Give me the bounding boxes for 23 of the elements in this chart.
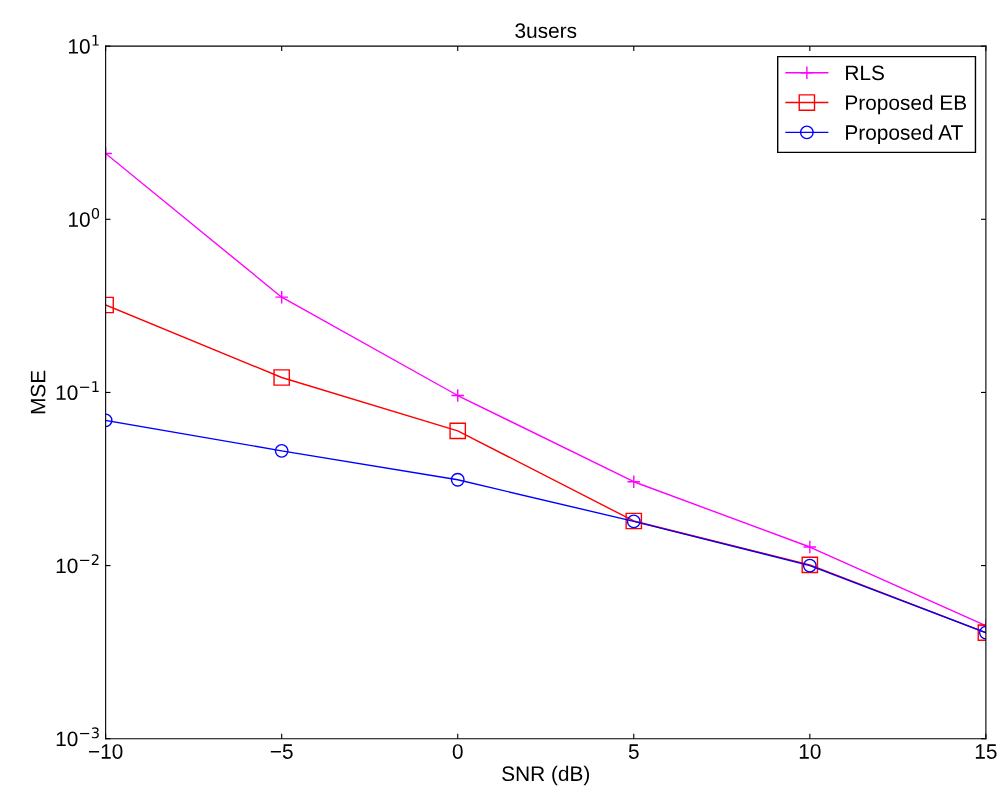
x-tick-label: −10 [88, 744, 123, 759]
chart-title: 3users [515, 23, 577, 39]
point [802, 540, 817, 554]
point [626, 474, 641, 489]
point [450, 472, 465, 487]
legend-label: Proposed AT [846, 124, 963, 145]
legend-label: Proposed EB [846, 94, 967, 115]
x-tick-label: 0 [452, 744, 463, 759]
y-axis-title: MSE [30, 370, 46, 414]
point [273, 369, 291, 386]
y-tick-label: 10$^{−1}$ [56, 381, 99, 401]
y-tick-label: 10$^{1}$ [69, 34, 99, 54]
y-tick-label: 10$^{0}$ [69, 207, 100, 227]
x-tick-label: 5 [628, 744, 639, 759]
x-axis-title: SNR (dB) [502, 765, 590, 786]
y-tick-label: 10$^{−3}$ [56, 727, 99, 747]
x-tick-label: 15 [975, 744, 997, 759]
y-tick-label: 10$^{−2}$ [56, 554, 99, 574]
x-tick-label: −5 [270, 744, 293, 759]
x-tick-label: 10 [799, 744, 821, 759]
point [450, 388, 465, 403]
legend-label: RLS [846, 65, 884, 81]
point [449, 422, 467, 440]
